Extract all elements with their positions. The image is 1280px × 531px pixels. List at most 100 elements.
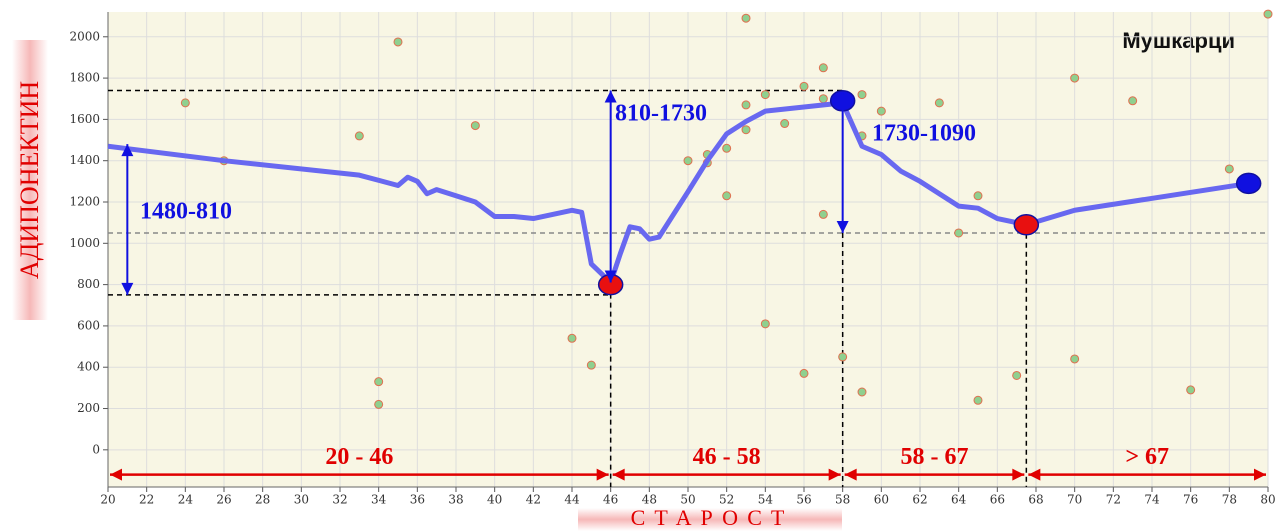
x-tick-label: 28 xyxy=(255,493,270,507)
arrow-head xyxy=(612,468,625,481)
y-tick-label: 1600 xyxy=(69,112,100,126)
range-label: 1730-1090 xyxy=(872,121,976,147)
scatter-point xyxy=(799,81,809,91)
scatter-point xyxy=(354,131,364,141)
x-tick-label: 54 xyxy=(758,493,774,507)
y-tick-label: 0 xyxy=(92,442,100,456)
x-label-box xyxy=(578,508,842,531)
scatter-point xyxy=(857,387,867,397)
arrow-head xyxy=(1028,468,1041,481)
arrow-head xyxy=(604,90,617,103)
arrow-head xyxy=(828,468,841,481)
x-tick-label: 50 xyxy=(680,493,695,507)
x-tick-label: 30 xyxy=(294,493,309,507)
x-tick-label: 22 xyxy=(139,493,154,507)
highlight-point xyxy=(1235,172,1262,195)
y-tick-label: 1000 xyxy=(69,236,100,250)
x-tick-label: 46 xyxy=(603,493,618,507)
scatter-point xyxy=(1012,370,1022,380)
scatter-point xyxy=(818,94,828,104)
x-tick-label: 74 xyxy=(1144,493,1160,507)
x-tick-label: 64 xyxy=(951,493,967,507)
range-label: 810-1730 xyxy=(615,101,707,127)
scatter-point xyxy=(393,37,403,47)
scatter-point xyxy=(954,228,964,238)
arrow-head xyxy=(1012,468,1025,481)
arrow-head xyxy=(596,468,609,481)
x-tick-label: 72 xyxy=(1106,493,1121,507)
scatter-point xyxy=(741,13,751,23)
x-tick-label: 44 xyxy=(564,493,580,507)
scatter-point xyxy=(760,319,770,329)
scatter-point xyxy=(973,395,983,405)
y-tick-label: 200 xyxy=(77,401,100,415)
arrow-head xyxy=(110,468,122,481)
y-tick-label: 1800 xyxy=(69,71,100,85)
y-tick-label: 1400 xyxy=(69,153,100,167)
x-tick-label: 34 xyxy=(371,493,387,507)
scatter-point xyxy=(567,333,577,343)
x-tick-label: 76 xyxy=(1183,493,1198,507)
y-label-box xyxy=(12,40,48,320)
scatter-point xyxy=(722,191,732,201)
age-group-label: 20 - 46 xyxy=(325,444,393,470)
scatter-point xyxy=(973,191,983,201)
x-tick-label: 66 xyxy=(990,493,1005,507)
trend-line xyxy=(107,100,1250,286)
x-tick-label: 52 xyxy=(719,493,734,507)
arrow-head xyxy=(121,282,134,295)
y-axis-label: АДИПОНЕКТИН xyxy=(15,81,44,279)
scatter-point xyxy=(838,352,848,362)
scatter-point xyxy=(780,119,790,129)
scatter-point xyxy=(470,121,480,131)
x-tick-label: 58 xyxy=(835,493,850,507)
scatter-point xyxy=(741,100,751,110)
arrow-head xyxy=(604,270,617,283)
range-label: 1480-810 xyxy=(140,199,232,225)
scatter-point xyxy=(683,156,693,166)
y-tick-label: 800 xyxy=(77,277,100,291)
scatter-point xyxy=(799,368,809,378)
arrow-head xyxy=(844,468,857,481)
x-tick-label: 26 xyxy=(216,493,231,507)
x-tick-label: 62 xyxy=(912,493,927,507)
scatter-point xyxy=(1070,354,1080,364)
age-group-label: > 67 xyxy=(1125,444,1169,470)
y-tick-label: 2000 xyxy=(69,29,100,43)
x-tick-label: 80 xyxy=(1260,493,1275,507)
scatter-point xyxy=(1128,96,1138,106)
age-group-label: 46 - 58 xyxy=(693,444,761,470)
scatter-point xyxy=(1186,385,1196,395)
scatter-point xyxy=(876,106,886,116)
scatter-point xyxy=(934,98,944,108)
x-tick-label: 40 xyxy=(487,493,502,507)
chart-title: Мушкарци xyxy=(1122,28,1235,53)
scatter-point xyxy=(586,360,596,370)
x-tick-label: 48 xyxy=(642,493,657,507)
x-tick-label: 70 xyxy=(1067,493,1082,507)
scatter-point xyxy=(374,377,384,387)
x-tick-label: 38 xyxy=(448,493,463,507)
scatter-point xyxy=(818,63,828,73)
y-tick-label: 600 xyxy=(77,318,100,332)
scatter-point xyxy=(857,90,867,100)
x-tick-label: 32 xyxy=(332,493,347,507)
scatter-point xyxy=(374,399,384,409)
y-tick-label: 1200 xyxy=(69,195,100,209)
x-tick-label: 24 xyxy=(178,493,194,507)
x-tick-label: 36 xyxy=(410,493,425,507)
x-tick-label: 78 xyxy=(1222,493,1237,507)
y-tick-label: 400 xyxy=(77,360,100,374)
arrow-head xyxy=(121,144,134,157)
scatter-point xyxy=(722,143,732,153)
scatter-point xyxy=(741,125,751,135)
arrow-head xyxy=(836,220,849,233)
highlight-point xyxy=(1013,213,1040,236)
x-axis-label: СТАРОСТ xyxy=(631,505,794,530)
x-tick-label: 42 xyxy=(526,493,541,507)
age-group-label: 58 - 67 xyxy=(901,444,969,470)
scatter-point xyxy=(760,90,770,100)
scatter-point xyxy=(1224,164,1234,174)
scatter-point xyxy=(1070,73,1080,83)
arrow-head xyxy=(836,92,849,105)
